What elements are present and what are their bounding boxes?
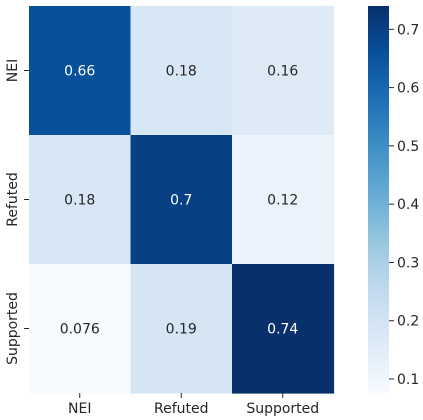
colorbar-tick-label: 0.2	[397, 314, 419, 330]
heatmap-cell	[232, 135, 335, 265]
colorbar-gradient	[368, 6, 389, 393]
heatmap-cell	[130, 6, 233, 136]
cell-value-label: 0.7	[170, 193, 192, 209]
cell-value-label: 0.74	[267, 322, 298, 338]
x-tick-label: NEI	[68, 401, 91, 417]
cell-value-label: 0.18	[64, 193, 95, 209]
heatmap-cell	[29, 135, 132, 265]
x-axis-ticks: NEI Refuted Supported	[68, 393, 319, 417]
cell-value-label: 0.18	[166, 64, 197, 80]
heatmap-cell	[130, 135, 233, 265]
cell-value-label: 0.12	[267, 193, 298, 209]
colorbar-tick-label: 0.4	[397, 197, 419, 213]
cell-value-label: 0.19	[166, 322, 197, 338]
heatmap-cell	[232, 6, 335, 136]
colorbar-tick-label: 0.3	[397, 255, 419, 271]
colorbar-tick-label: 0.1	[397, 372, 419, 388]
heatmap-cell	[232, 264, 335, 394]
cell-value-label: 0.076	[60, 322, 100, 338]
cell-value-label: 0.66	[64, 64, 95, 80]
heatmap-cell	[29, 6, 132, 136]
colorbar-tick-label: 0.5	[397, 139, 419, 155]
colorbar-tick-label: 0.7	[397, 22, 419, 38]
cell-value-label: 0.16	[267, 64, 298, 80]
x-tick-label: Refuted	[154, 401, 209, 417]
y-tick-label: Refuted	[5, 172, 21, 227]
heatmap-cell	[130, 264, 233, 394]
y-axis-ticks: NEI Refuted Supported	[5, 59, 29, 365]
colorbar-ticks: 0.1 0.2 0.3 0.4 0.5 0.6 0.7	[389, 22, 419, 388]
colorbar-tick-label: 0.6	[397, 81, 419, 97]
colorbar	[368, 6, 389, 393]
heatmap-cells: 0.66 0.18 0.16 0.18 0.7 0.12 0.076 0.19 0.74	[29, 6, 335, 394]
x-tick-label: Supported	[246, 401, 319, 417]
heatmap-cell	[29, 264, 132, 394]
y-tick-label: NEI	[5, 59, 21, 82]
y-tick-label: Supported	[5, 292, 21, 365]
